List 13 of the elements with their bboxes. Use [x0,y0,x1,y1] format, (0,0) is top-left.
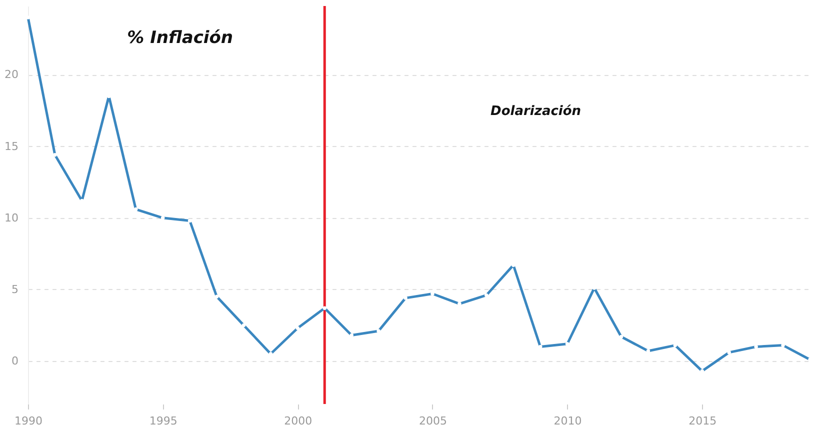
y-tick-label: 5 [12,282,18,296]
y-tick-label: 0 [12,354,18,368]
annotation: % Inflación [127,28,234,48]
x-tick-label: 2010 [554,414,582,428]
y-tick-label: 10 [4,211,18,224]
x-tick-label: 1995 [149,414,178,428]
annotation: Dolarización [490,104,582,119]
y-tick-label: 15 [4,140,18,153]
x-tick-label: 2015 [688,414,717,428]
x-tick-label: 1990 [14,414,42,428]
x-tick-label: 2000 [284,414,312,428]
x-tick-label: 2005 [418,414,447,428]
y-tick-label: 20 [4,68,18,82]
